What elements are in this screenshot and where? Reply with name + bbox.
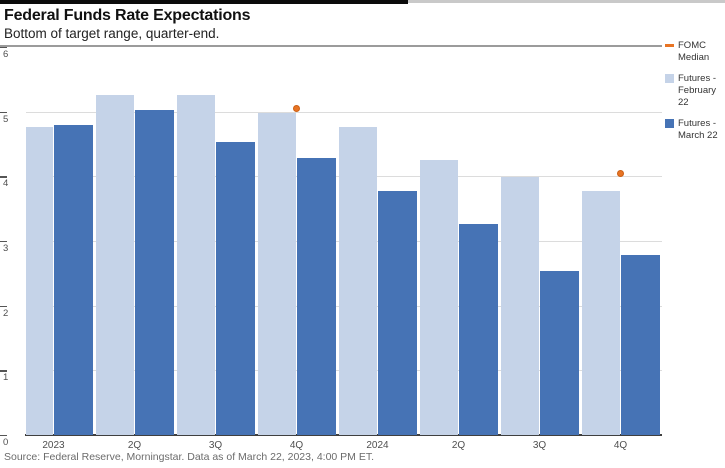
futures-feb-bar	[581, 190, 620, 435]
futures-mar-bar	[297, 158, 336, 435]
y-axis-tick	[0, 111, 7, 114]
futures-mar-bar	[378, 190, 417, 435]
futures-mar-bar	[459, 223, 498, 435]
x-axis-label: 3Q	[532, 440, 547, 451]
futures-february-swatch-icon	[665, 73, 674, 83]
futures-mar-bar	[540, 271, 579, 435]
futures-feb-bar	[419, 159, 458, 435]
source-note: Source: Federal Reserve, Morningstar. Da…	[4, 451, 375, 463]
futures-mar-bar	[216, 142, 255, 435]
y-axis-tick	[0, 241, 7, 243]
legend-item-futures-march: Futures - March 22	[665, 118, 724, 143]
y-axis-label: 3	[3, 243, 9, 254]
page-title: Federal Funds Rate Expectations	[4, 7, 251, 24]
x-axis-label: 2Q	[451, 440, 466, 451]
fomc-median-dot	[617, 169, 624, 177]
gridline	[26, 111, 662, 113]
y-axis-label: 6	[3, 49, 9, 60]
x-axis-label: 4Q	[289, 440, 304, 451]
legend: FOMC Median Futures - February 22 Future…	[665, 40, 724, 150]
x-axis-label: 4Q	[613, 440, 628, 451]
futures-mar-bar	[621, 255, 660, 435]
futures-feb-bar	[257, 112, 296, 435]
y-axis-label: 4	[3, 178, 9, 190]
y-axis-tick	[0, 305, 7, 308]
futures-feb-bar	[176, 94, 215, 435]
x-axis-label: 2024	[366, 440, 389, 451]
futures-mar-bar	[135, 110, 174, 435]
fomc-median-dot	[293, 104, 300, 112]
fomc-median-dash-icon	[665, 44, 674, 47]
futures-march-swatch-icon	[665, 118, 674, 128]
header-divider	[0, 45, 662, 47]
futures-feb-bar	[26, 127, 53, 435]
y-axis-label: 5	[3, 113, 9, 125]
legend-label-futures-march: Futures - March 22	[678, 117, 718, 142]
page-subtitle: Bottom of target range, quarter-end.	[4, 26, 220, 41]
x-axis-baseline	[25, 434, 662, 436]
top-accent-bar	[0, 0, 408, 4]
futures-feb-bar	[500, 176, 539, 435]
futures-mar-bar	[54, 125, 93, 435]
legend-item-futures-february: Futures - February 22	[665, 73, 724, 110]
y-axis-label: 0	[3, 437, 9, 448]
futures-feb-bar	[95, 94, 134, 435]
futures-feb-bar	[338, 127, 377, 435]
legend-item-fomc-median: FOMC Median	[665, 40, 724, 65]
y-axis-tick	[0, 176, 7, 178]
y-axis-tick	[0, 435, 7, 437]
y-axis-tick	[0, 370, 7, 372]
x-axis-label: 2Q	[127, 440, 142, 451]
legend-label-fomc-median: FOMC Median	[678, 40, 710, 64]
x-axis-label: 2023	[42, 440, 65, 451]
top-accent-bar-light	[408, 0, 725, 3]
x-axis-label: 3Q	[208, 440, 223, 451]
y-axis-label: 1	[3, 372, 9, 384]
y-axis-tick	[0, 47, 7, 49]
y-axis-label: 2	[3, 307, 9, 319]
legend-label-futures-february: Futures - February 22	[678, 72, 717, 109]
